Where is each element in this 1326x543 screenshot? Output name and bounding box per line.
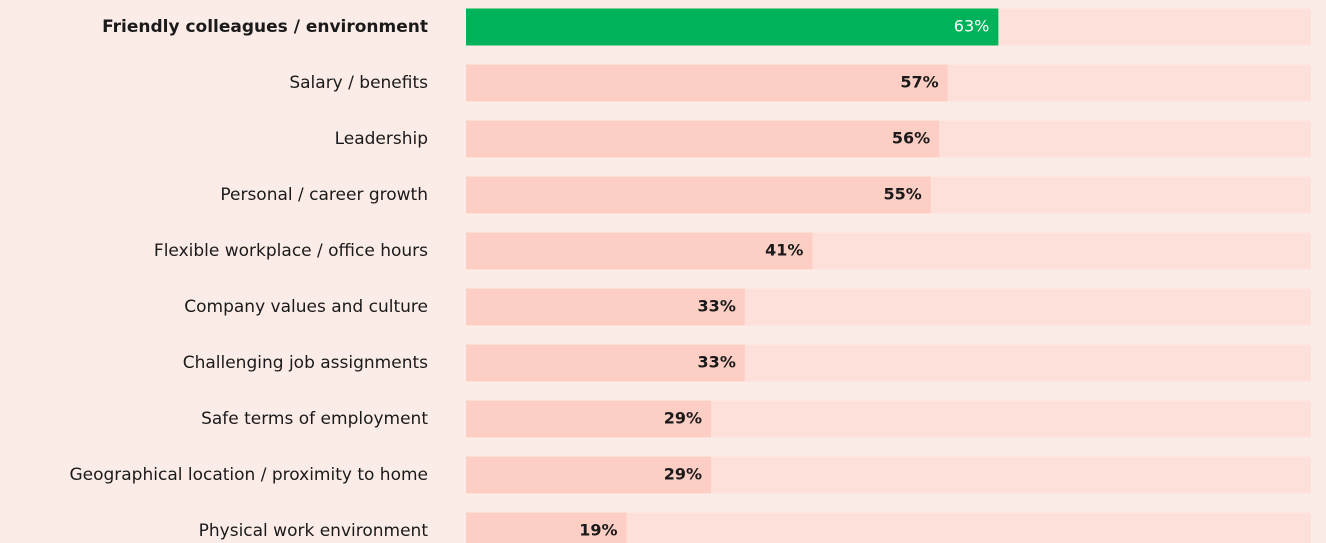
bar	[466, 176, 931, 214]
value-label: 41%	[765, 241, 803, 260]
category-label: Safe terms of employment	[201, 409, 428, 429]
value-label: 29%	[664, 465, 702, 484]
category-label: Leadership	[335, 129, 428, 149]
category-label: Geographical location / proximity to hom…	[69, 465, 428, 485]
bar	[466, 120, 940, 158]
bar	[466, 344, 745, 382]
value-label: 56%	[892, 129, 930, 148]
bar	[466, 456, 712, 494]
bar	[466, 400, 712, 438]
value-label: 57%	[900, 73, 938, 92]
category-label: Salary / benefits	[289, 73, 428, 93]
category-label: Flexible workplace / office hours	[154, 241, 428, 261]
bar	[466, 8, 999, 46]
value-label: 19%	[579, 521, 617, 540]
category-label: Physical work environment	[199, 521, 429, 541]
category-label: Company values and culture	[184, 297, 428, 317]
value-label: 63%	[954, 17, 990, 36]
category-label: Personal / career growth	[220, 185, 428, 205]
bar	[466, 64, 948, 102]
category-label: Challenging job assignments	[183, 353, 428, 373]
value-label: 29%	[664, 409, 702, 428]
value-label: 33%	[698, 297, 736, 316]
category-label: Friendly colleagues / environment	[102, 17, 428, 37]
value-label: 33%	[698, 353, 736, 372]
value-label: 55%	[883, 185, 921, 204]
bar	[466, 512, 627, 543]
bar	[466, 288, 745, 326]
bar	[466, 232, 813, 270]
